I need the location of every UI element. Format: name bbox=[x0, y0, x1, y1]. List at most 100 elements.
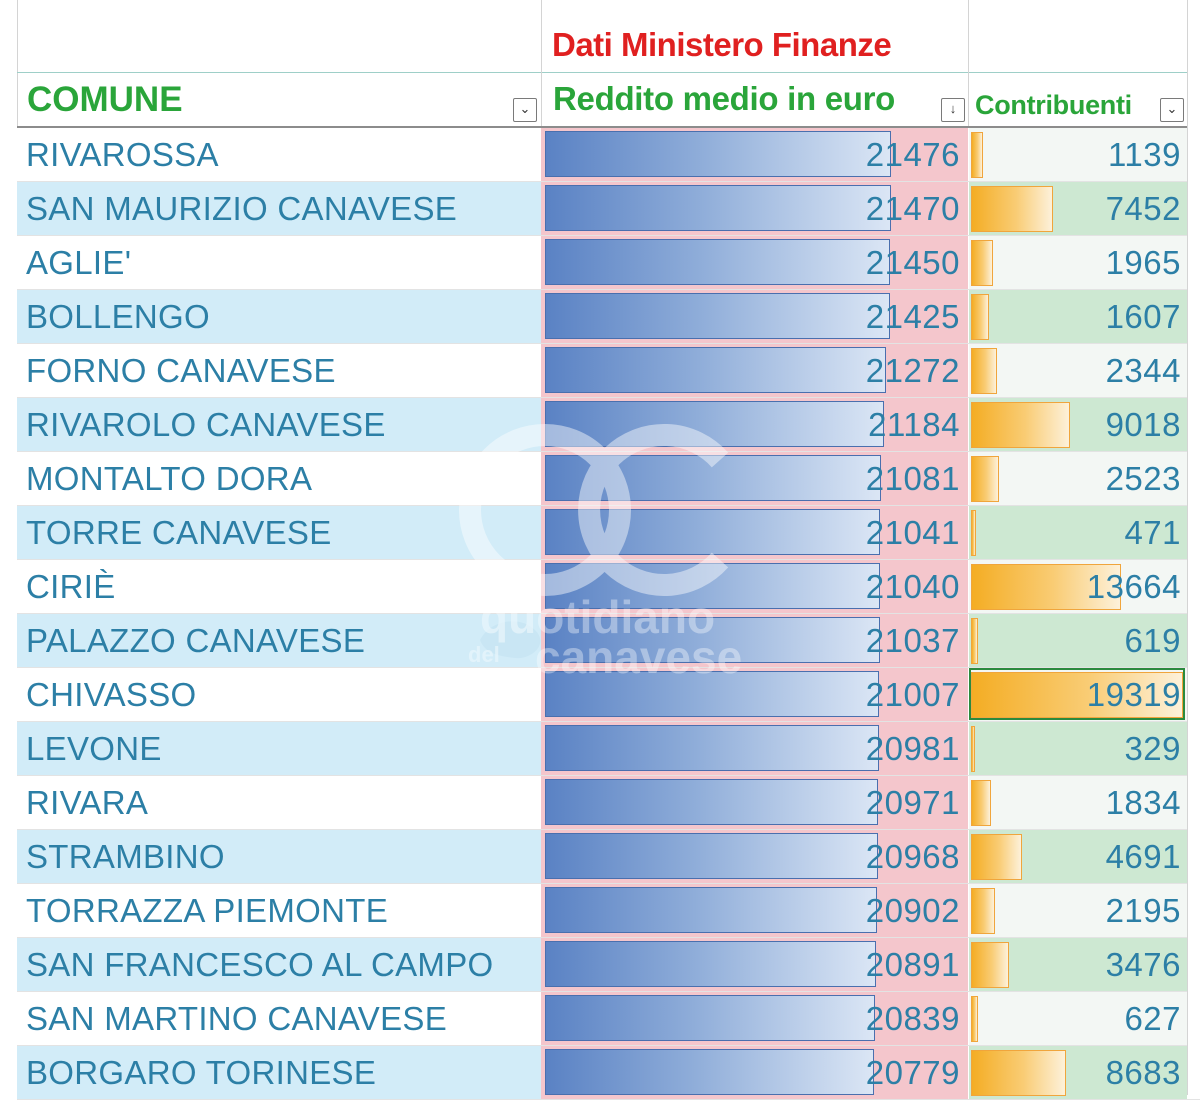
cell-contribuenti[interactable]: 1965 bbox=[969, 236, 1187, 290]
table-row[interactable]: FORNO CANAVESE 21272 2344 bbox=[17, 344, 1200, 398]
cell-contribuenti[interactable]: 4691 bbox=[969, 830, 1187, 884]
cell-reddito[interactable]: 21007 bbox=[541, 668, 968, 722]
table-row[interactable]: CIRIÈ 21040 13664 bbox=[17, 560, 1200, 614]
cell-reddito[interactable]: 21041 bbox=[541, 506, 968, 560]
comune-name: SAN MAURIZIO CANAVESE bbox=[26, 190, 458, 227]
filter-dropdown-comune[interactable]: ⌄ bbox=[513, 98, 537, 122]
cell-reddito[interactable]: 21476 bbox=[541, 128, 968, 182]
cell-comune[interactable]: BORGARO TORINESE bbox=[17, 1046, 541, 1100]
sort-descending-icon: ↓ bbox=[949, 101, 957, 116]
table-row[interactable]: RIVAROLO CANAVESE 21184 9018 bbox=[17, 398, 1200, 452]
cell-contribuenti[interactable]: 471 bbox=[969, 506, 1187, 560]
cell-contribuenti[interactable]: 1139 bbox=[969, 128, 1187, 182]
cell-reddito[interactable]: 20968 bbox=[541, 830, 968, 884]
sort-filter-dropdown-reddito[interactable]: ↓ bbox=[941, 98, 965, 122]
count-data-bar bbox=[971, 888, 995, 934]
cell-contribuenti[interactable]: 1834 bbox=[969, 776, 1187, 830]
cell-reddito[interactable]: 20971 bbox=[541, 776, 968, 830]
contribuenti-value: 3476 bbox=[1105, 946, 1181, 983]
income-data-bar bbox=[545, 833, 878, 879]
cell-reddito[interactable]: 20891 bbox=[541, 938, 968, 992]
cell-comune[interactable]: BOLLENGO bbox=[17, 290, 541, 344]
contribuenti-value: 1607 bbox=[1105, 298, 1181, 335]
table-row[interactable]: AGLIE' 21450 1965 bbox=[17, 236, 1200, 290]
cell-contribuenti[interactable]: 13664 bbox=[969, 560, 1187, 614]
reddito-value: 20981 bbox=[865, 730, 960, 767]
cell-reddito[interactable]: 20839 bbox=[541, 992, 968, 1046]
table-row[interactable]: RIVARA 20971 1834 bbox=[17, 776, 1200, 830]
comune-name: RIVAROSSA bbox=[26, 136, 219, 173]
chevron-down-icon: ⌄ bbox=[519, 101, 531, 116]
cell-comune[interactable]: AGLIE' bbox=[17, 236, 541, 290]
cell-contribuenti[interactable]: 2523 bbox=[969, 452, 1187, 506]
table-row[interactable]: STRAMBINO 20968 4691 bbox=[17, 830, 1200, 884]
table-row[interactable]: LEVONE 20981 329 bbox=[17, 722, 1200, 776]
table-row[interactable]: BOLLENGO 21425 1607 bbox=[17, 290, 1200, 344]
cell-comune[interactable]: PALAZZO CANAVESE bbox=[17, 614, 541, 668]
income-data-bar bbox=[545, 617, 880, 663]
cell-contribuenti[interactable]: 8683 bbox=[969, 1046, 1187, 1100]
cell-comune[interactable]: TORRE CANAVESE bbox=[17, 506, 541, 560]
cell-comune[interactable]: LEVONE bbox=[17, 722, 541, 776]
cell-comune[interactable]: RIVAROLO CANAVESE bbox=[17, 398, 541, 452]
cell-comune[interactable]: SAN MAURIZIO CANAVESE bbox=[17, 182, 541, 236]
table-row[interactable]: MONTALTO DORA 21081 2523 bbox=[17, 452, 1200, 506]
cell-reddito[interactable]: 21184 bbox=[541, 398, 968, 452]
cell-reddito[interactable]: 21040 bbox=[541, 560, 968, 614]
cell-contribuenti[interactable]: 1607 bbox=[969, 290, 1187, 344]
cell-contribuenti[interactable]: 2344 bbox=[969, 344, 1187, 398]
row-divider bbox=[17, 559, 1200, 560]
table-row[interactable]: BORGARO TORINESE 20779 8683 bbox=[17, 1046, 1200, 1100]
comune-name: BOLLENGO bbox=[26, 298, 210, 335]
cell-contribuenti[interactable]: 2195 bbox=[969, 884, 1187, 938]
cell-contribuenti[interactable]: 3476 bbox=[969, 938, 1187, 992]
header-comune[interactable]: COMUNE bbox=[27, 80, 183, 119]
cell-reddito[interactable]: 21081 bbox=[541, 452, 968, 506]
reddito-value: 21081 bbox=[865, 460, 960, 497]
cell-comune[interactable]: RIVARA bbox=[17, 776, 541, 830]
header-reddito[interactable]: Reddito medio in euro bbox=[553, 80, 896, 117]
cell-reddito[interactable]: 20902 bbox=[541, 884, 968, 938]
cell-contribuenti[interactable]: 19319 bbox=[969, 668, 1187, 722]
cell-reddito[interactable]: 21470 bbox=[541, 182, 968, 236]
cell-contribuenti[interactable]: 9018 bbox=[969, 398, 1187, 452]
table-row[interactable]: SAN MAURIZIO CANAVESE 21470 7452 bbox=[17, 182, 1200, 236]
header-contribuenti[interactable]: Contribuenti bbox=[975, 90, 1132, 120]
income-data-bar bbox=[545, 131, 891, 177]
cell-comune[interactable]: SAN FRANCESCO AL CAMPO bbox=[17, 938, 541, 992]
cell-contribuenti[interactable]: 627 bbox=[969, 992, 1187, 1046]
cell-contribuenti[interactable]: 7452 bbox=[969, 182, 1187, 236]
filter-dropdown-contribuenti[interactable]: ⌄ bbox=[1160, 98, 1184, 122]
cell-reddito[interactable]: 20981 bbox=[541, 722, 968, 776]
cell-reddito[interactable]: 21037 bbox=[541, 614, 968, 668]
cell-comune[interactable]: STRAMBINO bbox=[17, 830, 541, 884]
table-row[interactable]: RIVAROSSA 21476 1139 bbox=[17, 128, 1200, 182]
cell-reddito[interactable]: 21425 bbox=[541, 290, 968, 344]
cell-comune[interactable]: FORNO CANAVESE bbox=[17, 344, 541, 398]
cell-comune[interactable]: CIRIÈ bbox=[17, 560, 541, 614]
table-row[interactable]: TORRAZZA PIEMONTE 20902 2195 bbox=[17, 884, 1200, 938]
cell-comune[interactable]: SAN MARTINO CANAVESE bbox=[17, 992, 541, 1046]
comune-name: AGLIE' bbox=[26, 244, 132, 281]
cell-comune[interactable]: TORRAZZA PIEMONTE bbox=[17, 884, 541, 938]
table-row[interactable]: SAN FRANCESCO AL CAMPO 20891 3476 bbox=[17, 938, 1200, 992]
table-row[interactable]: PALAZZO CANAVESE 21037 619 bbox=[17, 614, 1200, 668]
comune-name: RIVAROLO CANAVESE bbox=[26, 406, 386, 443]
cell-reddito[interactable]: 21272 bbox=[541, 344, 968, 398]
cell-comune[interactable]: CHIVASSO bbox=[17, 668, 541, 722]
income-data-bar bbox=[545, 671, 879, 717]
cell-contribuenti[interactable]: 619 bbox=[969, 614, 1187, 668]
reddito-value: 20779 bbox=[865, 1054, 960, 1091]
cell-comune[interactable]: RIVAROSSA bbox=[17, 128, 541, 182]
cell-comune[interactable]: MONTALTO DORA bbox=[17, 452, 541, 506]
count-data-bar bbox=[971, 348, 997, 394]
table-row[interactable]: SAN MARTINO CANAVESE 20839 627 bbox=[17, 992, 1200, 1046]
cell-contribuenti[interactable]: 329 bbox=[969, 722, 1187, 776]
reddito-value: 21037 bbox=[865, 622, 960, 659]
reddito-value: 21272 bbox=[865, 352, 960, 389]
table-row[interactable]: TORRE CANAVESE 21041 471 bbox=[17, 506, 1200, 560]
cell-reddito[interactable]: 21450 bbox=[541, 236, 968, 290]
table-row[interactable]: CHIVASSO 21007 19319 bbox=[17, 668, 1200, 722]
cell-reddito[interactable]: 20779 bbox=[541, 1046, 968, 1100]
row-divider bbox=[17, 343, 1200, 344]
